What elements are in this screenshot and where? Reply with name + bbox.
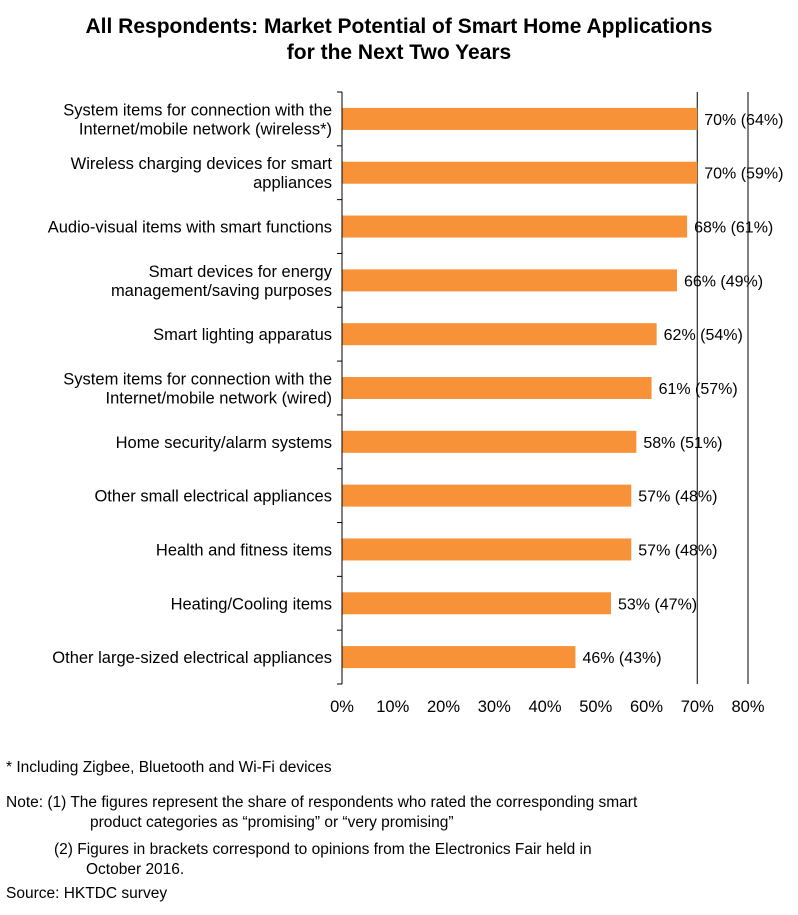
data-label-9: 57% (48%) (638, 542, 717, 559)
note-1-line-1: Note: (1) The figures represent the shar… (6, 794, 638, 811)
category-label-10-line-1: Heating/Cooling items (171, 595, 332, 613)
category-label-5-line-1: Smart lighting apparatus (153, 326, 332, 344)
category-label-9-line-1: Health and fitness items (156, 541, 332, 559)
category-label-8-line-1: Other small electrical appliances (94, 488, 332, 506)
data-label-4: 66% (49%) (684, 273, 763, 290)
data-label-10: 53% (47%) (618, 596, 697, 613)
category-label-7-line-1: Home security/alarm systems (116, 434, 332, 452)
x-tick-label-30: 30% (478, 698, 511, 716)
note-2-line-2: October 2016. (86, 861, 185, 878)
x-tick-label-0: 0% (330, 698, 354, 716)
note-1-line-2: product categories as “promising” or “ve… (90, 814, 454, 831)
category-label-4-line-1: Smart devices for energy (149, 263, 333, 281)
note-2-line-1: (2) Figures in brackets correspond to op… (54, 841, 592, 858)
bar-8 (342, 484, 632, 507)
category-label-11-line-1: Other large-sized electrical appliances (52, 649, 332, 667)
bar-1 (342, 107, 698, 130)
bar-5 (342, 323, 657, 346)
x-tick-label-40: 40% (528, 698, 561, 716)
category-label-6-line-1: System items for connection with the (63, 371, 332, 389)
chart-title-line-2: for the Next Two Years (286, 41, 512, 64)
data-label-1: 70% (64%) (704, 112, 783, 129)
data-label-11: 46% (43%) (582, 650, 661, 667)
bar-7 (342, 430, 637, 453)
category-label-1-line-1: System items for connection with the (63, 101, 332, 119)
x-tick-label-70: 70% (681, 698, 714, 716)
source-note: Source: HKTDC survey (6, 885, 168, 902)
category-label-6-line-2: Internet/mobile network (wired) (105, 390, 332, 408)
x-tick-label-80: 80% (731, 698, 764, 716)
x-tick-label-60: 60% (630, 698, 663, 716)
category-label-4-line-2: management/saving purposes (111, 282, 332, 300)
footnote: * Including Zigbee, Bluetooth and Wi-Fi … (6, 759, 332, 776)
bar-10 (342, 592, 611, 615)
bar-3 (342, 215, 688, 238)
x-tick-label-10: 10% (376, 698, 409, 716)
data-label-2: 70% (59%) (704, 166, 783, 183)
data-label-5: 62% (54%) (664, 327, 743, 344)
data-label-7: 58% (51%) (643, 435, 722, 452)
category-label-1-line-2: Internet/mobile network (wireless*) (79, 120, 332, 138)
chart-title: All Respondents: Market Potential of Sma… (0, 14, 798, 66)
x-tick-label-20: 20% (427, 698, 460, 716)
x-tick-label-50: 50% (579, 698, 612, 716)
bar-2 (342, 161, 698, 184)
chart-title-line-1: All Respondents: Market Potential of Sma… (85, 15, 713, 38)
bar-11 (342, 646, 576, 669)
data-label-6: 61% (57%) (659, 381, 738, 398)
category-label-2-line-2: appliances (253, 174, 332, 192)
category-label-2-line-1: Wireless charging devices for smart (71, 155, 333, 173)
bar-6 (342, 377, 652, 399)
data-label-8: 57% (48%) (638, 489, 717, 506)
bar-4 (342, 269, 677, 292)
bar-chart: 70% (64%) System items for connection wit… (48, 91, 783, 716)
category-label-3-line-1: Audio-visual items with smart functions (48, 219, 332, 237)
bar-9 (342, 538, 632, 561)
data-label-3: 68% (61%) (694, 220, 773, 237)
